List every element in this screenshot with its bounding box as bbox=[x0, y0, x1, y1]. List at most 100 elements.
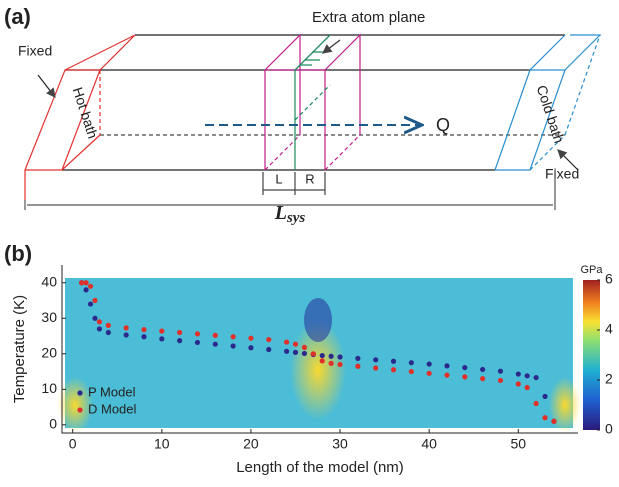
data-point bbox=[319, 352, 325, 359]
cold-bath-hidden bbox=[529, 34, 601, 171]
x-tick-label: 0 bbox=[69, 436, 77, 452]
data-point bbox=[248, 335, 254, 341]
x-tick-label: 10 bbox=[154, 436, 170, 452]
colorbar-tick-label: 6 bbox=[605, 271, 613, 287]
stress-hotspot bbox=[549, 377, 581, 433]
hot-bath-edge bbox=[24, 69, 101, 200]
data-point bbox=[194, 339, 201, 346]
data-point bbox=[83, 280, 89, 286]
x-axis-label: Length of the model (nm) bbox=[236, 459, 404, 476]
data-point bbox=[292, 341, 299, 347]
data-point bbox=[515, 371, 521, 377]
data-point bbox=[230, 343, 236, 349]
y-tick-label: 30 bbox=[41, 309, 57, 325]
y-tick-label: 40 bbox=[41, 273, 57, 289]
data-point bbox=[355, 363, 361, 369]
slab-edges bbox=[62, 34, 565, 171]
data-point bbox=[310, 351, 316, 357]
data-point bbox=[408, 360, 414, 366]
data-point bbox=[542, 393, 548, 400]
data-point bbox=[283, 339, 290, 345]
data-point bbox=[301, 350, 308, 357]
data-point bbox=[212, 341, 218, 347]
data-point bbox=[426, 370, 432, 376]
data-point bbox=[551, 418, 557, 424]
colorbar-tick-label: 2 bbox=[605, 371, 613, 387]
length-label: Lsys bbox=[274, 202, 306, 227]
data-point bbox=[177, 338, 183, 344]
data-point bbox=[355, 355, 361, 362]
data-point bbox=[337, 361, 343, 368]
x-tick-label: 20 bbox=[243, 436, 259, 452]
label: Cold bath bbox=[534, 83, 568, 145]
panel-label: (b) bbox=[4, 241, 32, 266]
data-point bbox=[319, 358, 325, 364]
colorbar-tick-label: 0 bbox=[605, 421, 613, 437]
legend-marker bbox=[77, 390, 83, 396]
schematic: (a) Extra atom plane Fixed Hot bath Cold… bbox=[4, 4, 602, 227]
data-point bbox=[515, 381, 521, 387]
stress-hotspot bbox=[57, 377, 93, 433]
pointer bbox=[557, 149, 579, 171]
x-tick-label: 40 bbox=[421, 436, 437, 452]
region-dimension bbox=[262, 172, 326, 195]
extra-plane-hidden bbox=[294, 84, 331, 121]
data-point bbox=[373, 365, 379, 371]
data-point bbox=[159, 336, 165, 342]
pointer bbox=[322, 39, 341, 54]
x-tick-label: 50 bbox=[511, 436, 527, 452]
data-point bbox=[266, 336, 272, 343]
panel-label: (a) bbox=[4, 4, 31, 29]
y-tick-label: 20 bbox=[41, 344, 57, 360]
data-point bbox=[328, 353, 334, 359]
y-tick-label: 0 bbox=[49, 416, 57, 432]
length-subscript: sys bbox=[286, 210, 305, 226]
data-point bbox=[373, 357, 379, 363]
data-point bbox=[426, 361, 432, 367]
data-point bbox=[141, 327, 147, 333]
data-point bbox=[123, 325, 129, 331]
label: L bbox=[275, 171, 282, 186]
data-point bbox=[408, 368, 414, 375]
data-point bbox=[266, 346, 272, 353]
length-symbol: L bbox=[274, 202, 287, 224]
stress-coldspot bbox=[304, 298, 332, 342]
data-point bbox=[248, 345, 254, 351]
data-point bbox=[159, 328, 165, 334]
label: R bbox=[305, 171, 314, 186]
data-point bbox=[480, 376, 486, 382]
data-point bbox=[444, 363, 450, 369]
legend-label: P Model bbox=[88, 384, 136, 399]
data-point bbox=[87, 301, 94, 307]
length-dimension bbox=[24, 170, 556, 210]
x-tick-label: 30 bbox=[332, 436, 348, 452]
data-point bbox=[123, 332, 129, 338]
data-point bbox=[524, 373, 530, 379]
data-point bbox=[96, 319, 103, 325]
y-tick-label: 10 bbox=[41, 380, 57, 396]
axes bbox=[61, 265, 578, 434]
data-point bbox=[92, 297, 98, 304]
data-point bbox=[96, 326, 103, 332]
data-point bbox=[301, 344, 308, 351]
data-point bbox=[283, 348, 290, 354]
data-point bbox=[83, 287, 89, 293]
data-point bbox=[177, 329, 183, 336]
colorbar bbox=[583, 280, 600, 430]
data-point bbox=[533, 374, 539, 381]
label: Hot bath bbox=[70, 85, 102, 140]
label: Fixed bbox=[545, 166, 579, 182]
data-point bbox=[105, 329, 111, 336]
data-point bbox=[87, 283, 94, 289]
extra-plane-hatch bbox=[294, 34, 331, 71]
data-point bbox=[533, 400, 539, 407]
data-point bbox=[328, 360, 334, 366]
label: Q bbox=[436, 115, 450, 135]
data-point bbox=[390, 367, 397, 373]
data-point bbox=[92, 315, 98, 321]
interface-hidden bbox=[264, 134, 361, 171]
data-point bbox=[337, 354, 343, 360]
data-point bbox=[212, 332, 218, 338]
colorbar-tick-label: 4 bbox=[605, 321, 613, 337]
